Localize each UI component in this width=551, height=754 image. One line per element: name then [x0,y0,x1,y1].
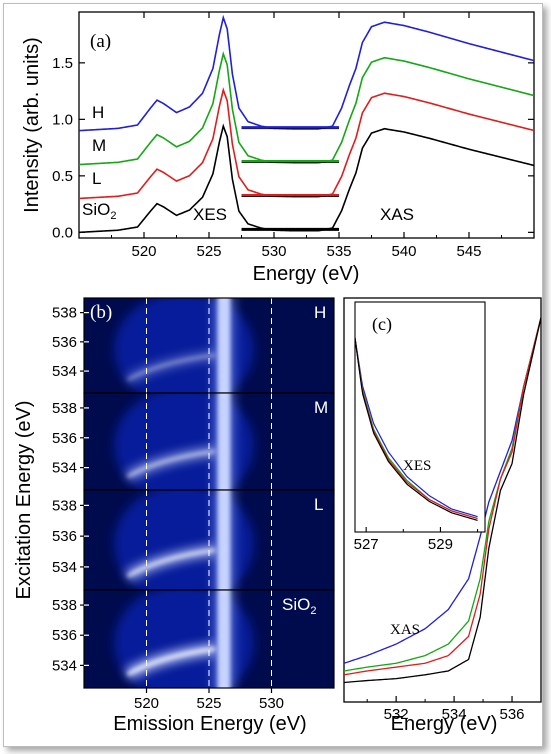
heatmap-label: H [314,303,326,322]
series-label-text: SiO [82,200,110,219]
inset-frame [354,301,486,533]
heatmap-map [84,298,334,393]
panel-a-ylabel: Intensity (arb. units) [21,37,43,213]
heatmap-ytick-label: 538 [52,305,77,322]
heatmap-ytick-label: 538 [52,497,77,514]
panel-c: 532 534 536 XAS Energy (eV) 527 529 (c) XES [343,297,542,735]
heatmap-map [84,393,334,490]
series-label-text: L [92,169,101,188]
panel-a-xtick-label: 525 [196,243,221,260]
panel-a-xlabel: Energy (eV) [253,263,360,285]
panel-a-ytick-label: 1.0 [52,111,73,128]
xas-annotation: XAS [380,205,414,224]
panel-a-ytick-label: 0.0 [52,224,73,241]
series-label-subscript: 2 [110,210,116,222]
panel-a: (a) 520 525 530 535 540 545 0.0 0.5 1.0 1.5 HMLS… [21,11,535,285]
panel-c-xtick-label: 534 [442,706,467,723]
heatmap-curved-feature-core [126,646,216,677]
panel-a-xtick-label: 535 [326,243,351,260]
panel-c-xas-annotation: XAS [390,622,420,638]
panel-a-xtick-label: 520 [131,243,156,260]
heatmap-streak-halo [212,298,236,393]
heatmap-curved-feature-core [126,548,216,578]
panel-a-xtick-label: 530 [261,243,286,260]
panel-b-xlabel: Emission Energy (eV) [113,713,306,735]
inset-xtick-label: 529 [428,536,453,553]
panel-a-series-line [79,87,534,200]
heatmap-streak-halo [212,393,236,490]
heatmap-xtick-label: 525 [196,695,221,712]
heatmap-label: SiO2 [282,595,316,617]
heatmap-ytick-label: 536 [52,528,77,545]
series-label: M [92,136,106,155]
inset-xes-line [355,337,478,521]
heatmap-ytick-label: 534 [52,363,77,380]
heatmap-ytick-label: 534 [52,559,77,576]
panel-c-letter: (c) [372,314,392,335]
heatmap-xtick-label: 520 [134,695,159,712]
heatmap-xtick-label: 530 [259,695,284,712]
panel-c-xas-line [344,317,541,672]
panel-c-xas-line [344,317,541,664]
panel-c-frame [343,297,542,703]
heatmap-label: M [314,398,328,417]
panel-a-series-line [79,123,534,234]
inset-xes-annotation: XES [403,458,431,474]
heatmap-label-text: H [314,303,326,322]
heatmap-ytick-label: 536 [52,627,77,644]
heatmap-ytick-label: 538 [52,400,77,417]
heatmap-map [84,490,334,590]
panel-a-xtick-label: 545 [456,243,481,260]
series-label-text: M [92,136,106,155]
series-label: SiO2 [82,200,116,222]
panel-b-ylabel: Excitation Energy (eV) [13,401,35,600]
heatmap-ytick-label: 538 [52,597,77,614]
panel-b: 534 536 538 H 534 536 538 M 534 536 538 L 534 536 538 S… [13,297,335,735]
panel-c-xas-line [344,317,541,684]
inset-xes-line [355,337,478,520]
inset-xtick-label: 527 [354,536,379,553]
panel-a-letter: (a) [90,31,111,52]
heatmap-ytick-label: 536 [52,430,77,447]
panel-a-ytick-label: 1.5 [52,55,73,72]
heatmap-streak-halo [212,490,236,590]
heatmap-curved-feature-core [127,353,216,382]
heatmap-ytick-label: 534 [52,460,77,477]
series-label-text: H [92,103,104,122]
panel-c-xas-line [344,317,541,676]
xes-annotation: XES [193,205,227,224]
series-label: H [92,103,104,122]
heatmap-label: L [314,495,323,514]
heatmap-curved-feature-core [126,449,216,479]
panel-c-xtick-label: 532 [384,706,409,723]
heatmap-label-text: M [314,398,328,417]
heatmap-label-text: L [314,495,323,514]
inset-xes-line [355,337,478,518]
panel-a-xtick-label: 540 [391,243,416,260]
panel-a-ytick-label: 0.5 [52,168,73,185]
panel-c-xlabel: Energy (eV) [391,713,498,735]
heatmap-label-text: SiO [282,595,310,614]
heatmap-ytick-label: 536 [52,334,77,351]
panel-a-frame [78,11,535,239]
series-label: L [92,169,101,188]
panel-b-letter: (b) [90,302,112,323]
heatmap-label-subscript: 2 [310,605,316,617]
panel-c-xtick-label: 536 [500,706,525,723]
heatmap-streak-halo [212,590,236,688]
heatmap-ytick-label: 534 [52,657,77,674]
